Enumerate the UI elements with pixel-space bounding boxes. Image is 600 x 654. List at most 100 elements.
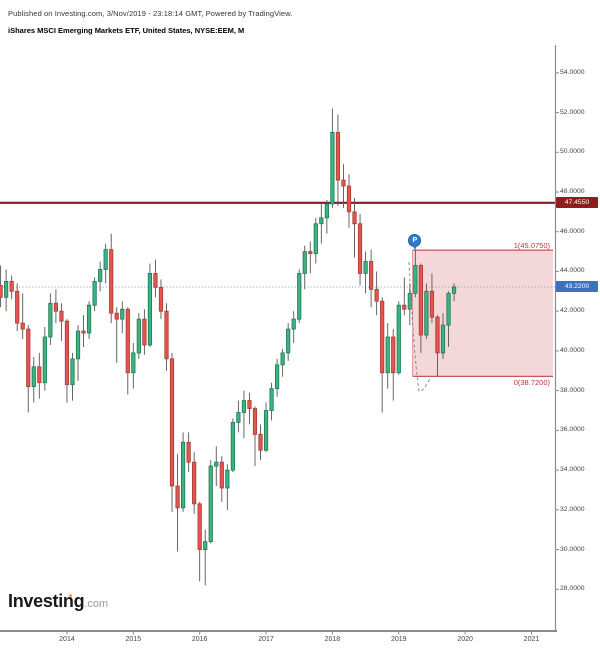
price-tick-label: 36.0000 <box>560 426 585 434</box>
candle-down <box>64 320 70 386</box>
candle-up <box>70 358 75 386</box>
candle-down <box>158 286 164 312</box>
candle-down <box>402 304 407 310</box>
candle-down <box>252 408 258 435</box>
candle-up <box>180 441 186 509</box>
investing-logo: Investing.com <box>8 591 108 612</box>
candle-down <box>53 302 59 312</box>
price-tick-label: 44.0000 <box>560 267 585 275</box>
candle-down <box>37 366 42 384</box>
candle-up <box>446 292 451 326</box>
price-tick-label: 42.0000 <box>560 307 585 315</box>
published-info-line: Published on Investing.com, 3/Nov/2019 -… <box>8 9 293 18</box>
candle-up <box>313 223 318 254</box>
candle-down <box>308 251 313 254</box>
year-tick-label: 2018 <box>324 636 341 643</box>
price-tick-label: 52.0000 <box>560 108 585 116</box>
candle-up <box>225 469 230 489</box>
candle-up <box>4 280 9 298</box>
candle-down <box>26 328 31 388</box>
candle-up <box>451 286 457 294</box>
candle-down <box>335 132 341 181</box>
candle-down <box>258 433 263 451</box>
candle-up <box>120 308 125 320</box>
candle-down <box>20 322 25 330</box>
candle-down <box>380 300 385 374</box>
candle-down <box>247 400 252 409</box>
candle-up <box>103 249 108 270</box>
candle-up <box>396 304 401 374</box>
candle-down <box>15 290 20 324</box>
candle-up <box>131 352 136 374</box>
candle-down <box>186 441 191 463</box>
candle-up <box>263 410 269 451</box>
candle-down <box>391 336 396 374</box>
candle-up <box>48 302 53 338</box>
candle-up <box>42 336 47 384</box>
candle-down <box>175 485 180 509</box>
candle-up <box>147 273 153 346</box>
price-tick-label: 30.0000 <box>560 545 585 553</box>
candle-up <box>363 261 368 274</box>
price-tick-label: 28.0000 <box>560 585 585 593</box>
price-tick-label: 32.0000 <box>560 505 585 513</box>
candle-up <box>413 265 418 294</box>
candle-up <box>269 388 274 411</box>
candle-up <box>136 318 141 354</box>
price-tick-label: 48.0000 <box>560 187 585 195</box>
price-tick-label: 50.0000 <box>560 148 585 156</box>
fib-level-1-label: 1(45.0750) <box>513 240 550 250</box>
candle-up <box>230 422 235 471</box>
year-tick-label: 2021 <box>523 636 540 643</box>
candle-down <box>164 310 169 360</box>
fib-level-0-label: 0(38.7200) <box>513 377 550 387</box>
pattern-dashed-connector <box>408 261 432 392</box>
year-tick-label: 2015 <box>125 636 142 643</box>
candle-down <box>341 179 346 187</box>
price-tick-label: 54.0000 <box>560 68 585 76</box>
candle-down <box>169 358 175 487</box>
year-tick-label: 2019 <box>390 636 407 643</box>
candle-down <box>369 261 374 290</box>
candle-up <box>297 273 302 320</box>
candle-down <box>357 223 363 274</box>
pattern-marker-icon: P <box>408 233 422 251</box>
candle-up <box>291 318 296 330</box>
candle-up <box>302 251 307 274</box>
candle-up <box>92 280 97 306</box>
candle-up <box>75 330 81 360</box>
candle-down <box>125 308 130 374</box>
price-tick-label: 34.0000 <box>560 466 585 474</box>
year-tick-label: 2020 <box>457 636 473 643</box>
candle-up <box>208 465 213 543</box>
candle-down <box>418 265 423 336</box>
candle-up <box>324 203 329 219</box>
year-tick-label: 2017 <box>258 636 274 643</box>
candle-up <box>31 366 36 388</box>
logo-orange-dot <box>68 593 72 597</box>
candle-down <box>81 330 86 334</box>
candle-up <box>424 290 429 336</box>
candle-down <box>114 312 119 320</box>
resistance-price-badge: 47.4550 <box>556 197 598 209</box>
candle-down <box>59 310 64 322</box>
candle-up <box>274 364 280 390</box>
price-tick-label: 40.0000 <box>560 346 585 354</box>
instrument-title: iShares MSCI Emerging Markets ETF, Unite… <box>8 26 245 35</box>
candle-up <box>280 352 285 366</box>
candle-up <box>236 412 241 423</box>
price-tick-label: 38.0000 <box>560 386 585 394</box>
candle-down <box>219 461 224 489</box>
price-tick-label: 46.0000 <box>560 227 585 235</box>
logo-text-main: Investing <box>8 591 85 611</box>
candle-up <box>330 132 335 205</box>
candle-up <box>98 269 103 282</box>
candle-down <box>142 318 147 346</box>
last-price-badge: 43.2200 <box>556 281 598 293</box>
candle-up <box>86 304 92 334</box>
candle-up <box>385 336 390 374</box>
year-tick-label: 2016 <box>191 636 208 643</box>
candle-up <box>286 328 291 354</box>
